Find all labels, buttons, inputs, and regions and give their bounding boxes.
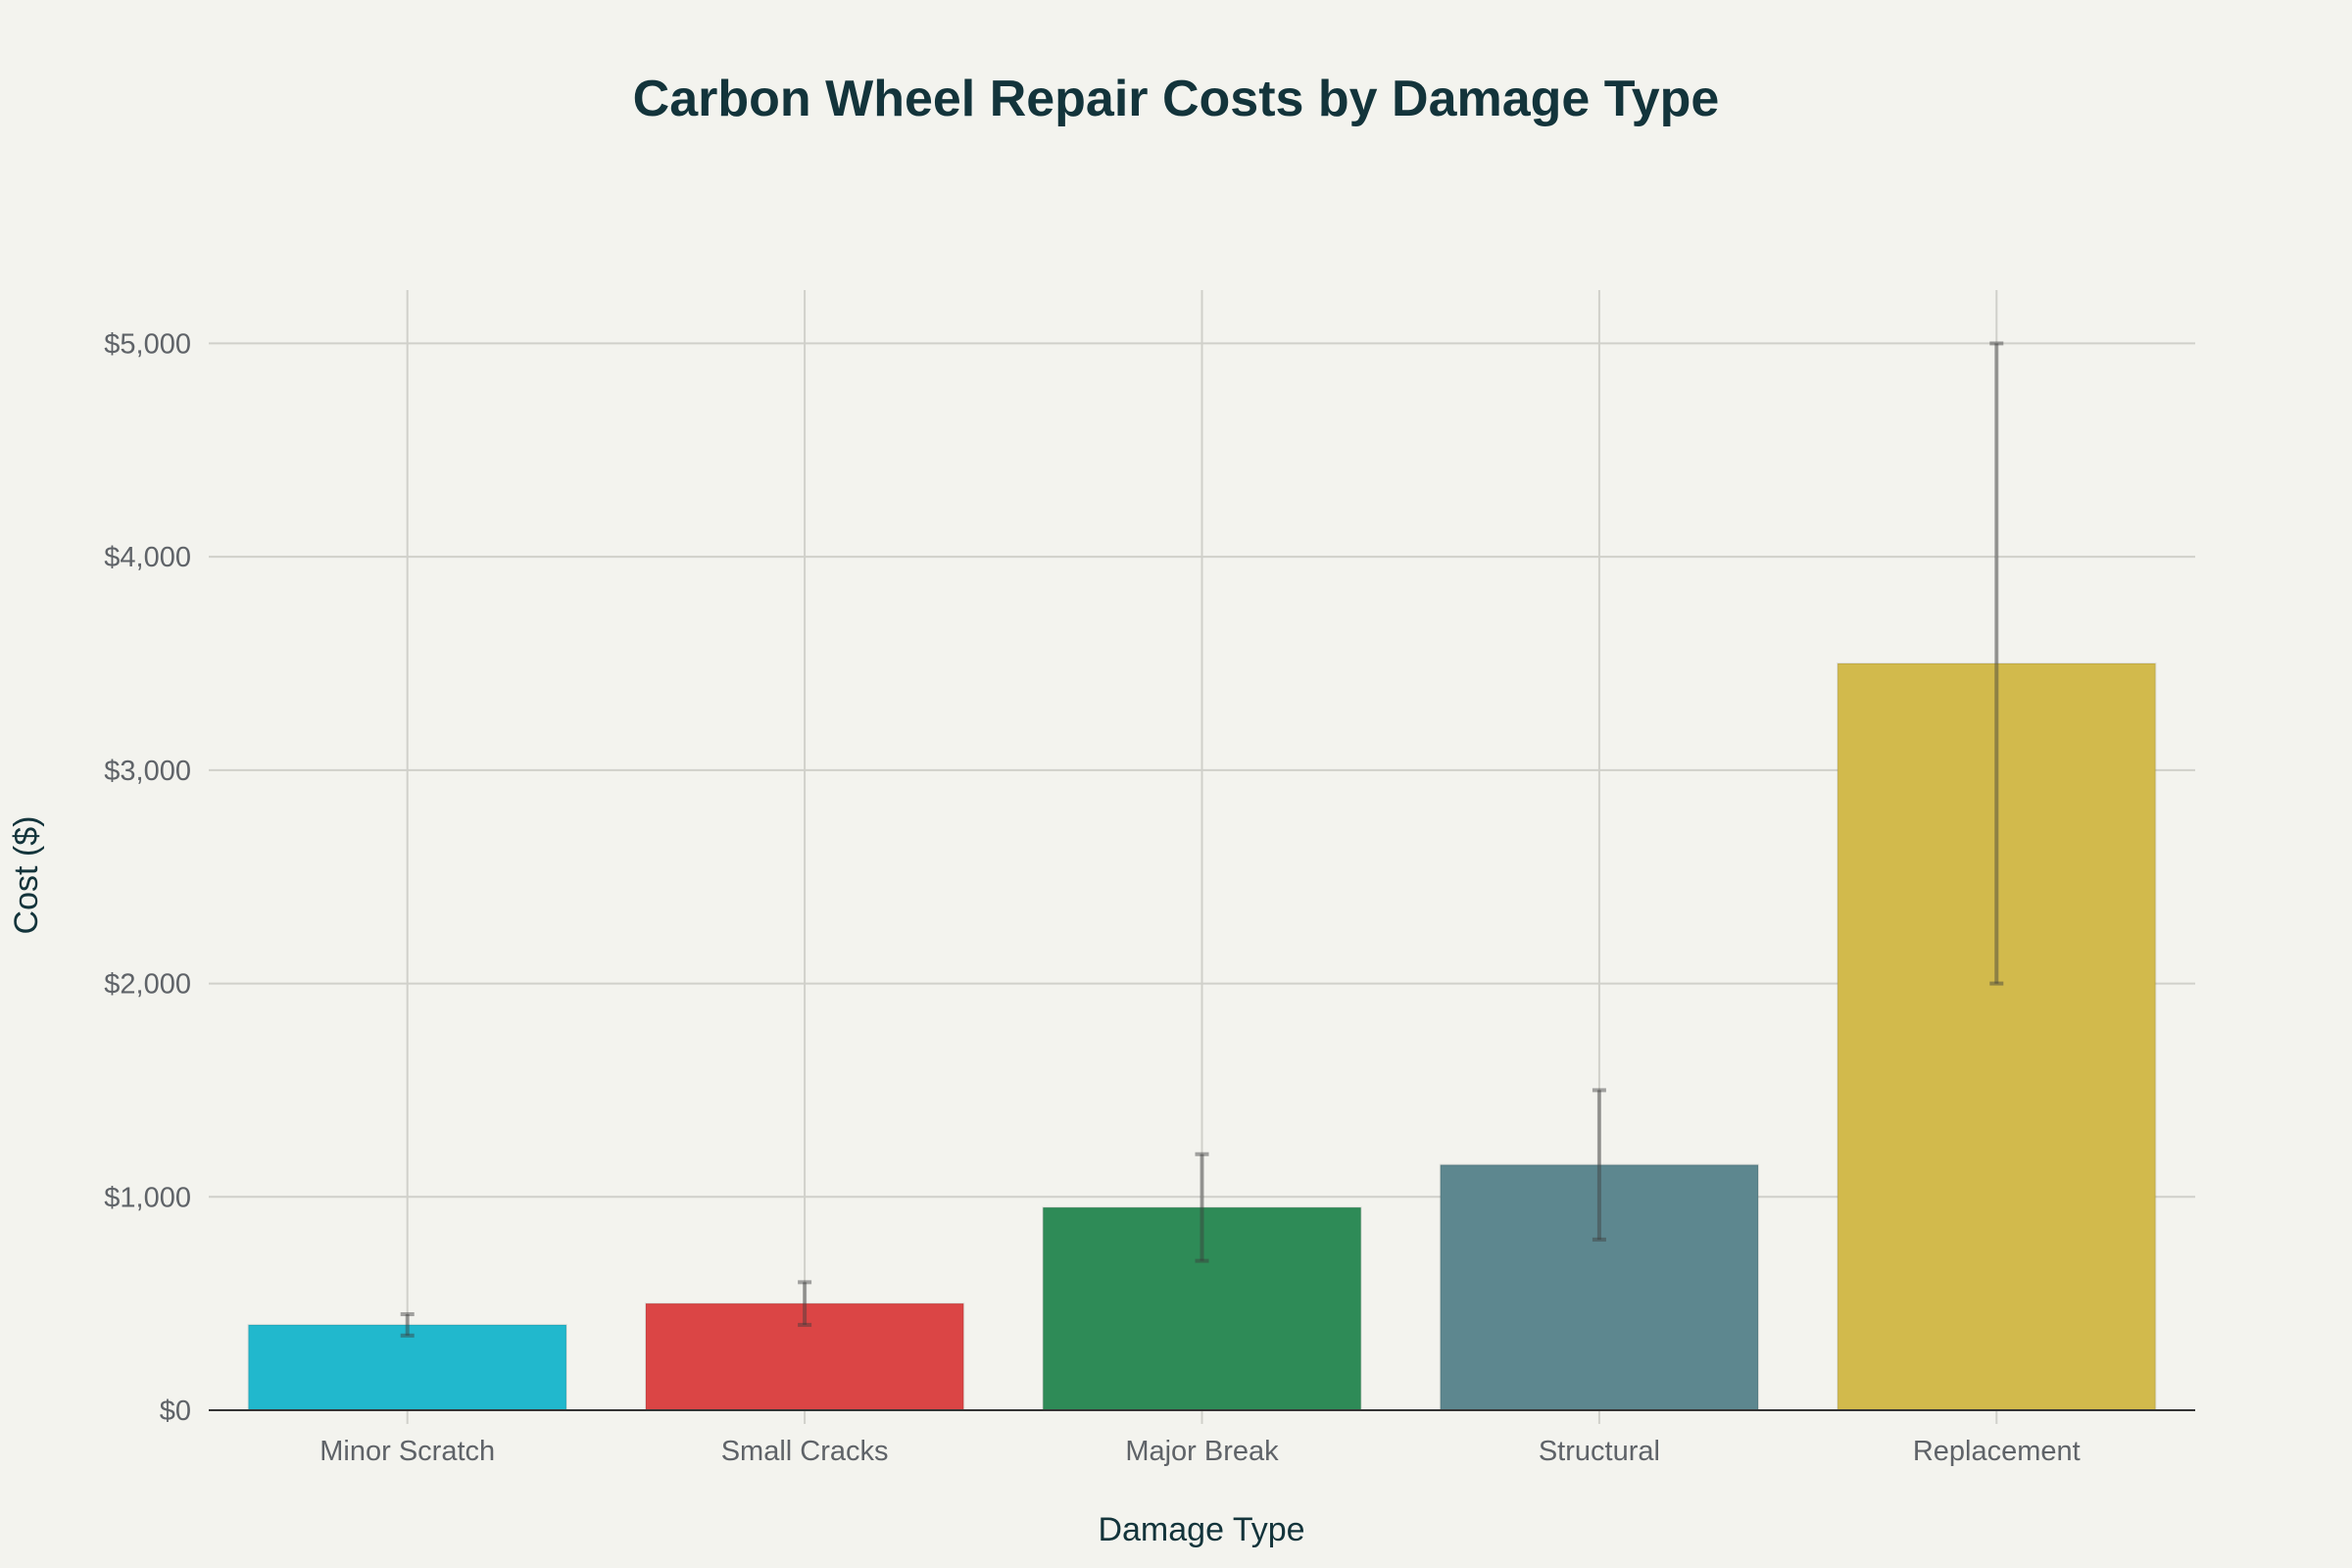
x-tick-label: Major Break [1125, 1436, 1279, 1467]
bar-structural [1439, 1163, 1760, 1411]
y-tick-label: $5,000 [104, 328, 191, 360]
x-tick-label: Small Cracks [721, 1436, 889, 1467]
error-bar [1592, 1088, 1606, 1242]
x-tick-label: Replacement [1913, 1436, 2081, 1467]
x-axis-ticks: Minor Scratch Small Cracks Major Break Stru… [319, 1436, 2080, 1467]
bar-replacement [1837, 662, 2157, 1411]
error-bar [798, 1280, 812, 1327]
x-tick-label: Structural [1539, 1436, 1660, 1467]
x-axis-title: Damage Type [1098, 1511, 1304, 1548]
y-tick-label: $1,000 [104, 1182, 191, 1213]
y-axis-ticks: $0 $1,000 $2,000 $3,000 $4,000 $5,000 [104, 328, 191, 1427]
y-tick-label: $2,000 [104, 969, 191, 1001]
y-axis-title: Cost ($) [8, 816, 45, 935]
bar-minor-scratch [247, 1323, 567, 1412]
y-tick-label: $0 [160, 1396, 191, 1427]
bar-small-cracks [644, 1302, 965, 1411]
error-bar [1989, 341, 2004, 986]
error-bar [1195, 1152, 1209, 1263]
x-tick-label: Minor Scratch [319, 1436, 495, 1467]
y-tick-label: $3,000 [104, 756, 191, 787]
chart-title: Carbon Wheel Repair Costs by Damage Type [633, 71, 1720, 127]
error-bars [400, 341, 2004, 1338]
error-bar [400, 1312, 415, 1338]
y-tick-label: $4,000 [104, 542, 191, 573]
